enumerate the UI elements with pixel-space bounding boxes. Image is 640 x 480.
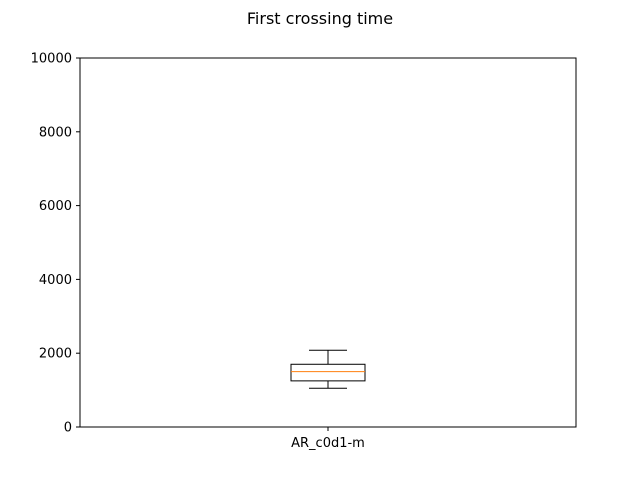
chart-title: First crossing time (247, 9, 393, 28)
y-tick-label: 0 (64, 421, 72, 436)
y-tick-label: 6000 (39, 199, 72, 214)
x-axis: AR_c0d1-m (291, 427, 365, 451)
y-axis: 0 2000 4000 6000 8000 10000 (31, 52, 80, 436)
y-tick-label: 4000 (39, 273, 72, 288)
box-iqr (290, 363, 366, 382)
x-tick-label: AR_c0d1-m (291, 436, 365, 451)
y-tick-label: 2000 (39, 347, 72, 362)
box-group (290, 349, 366, 389)
plot-area (290, 349, 366, 389)
y-tick-label: 8000 (39, 125, 72, 140)
y-tick-label: 10000 (31, 52, 72, 67)
